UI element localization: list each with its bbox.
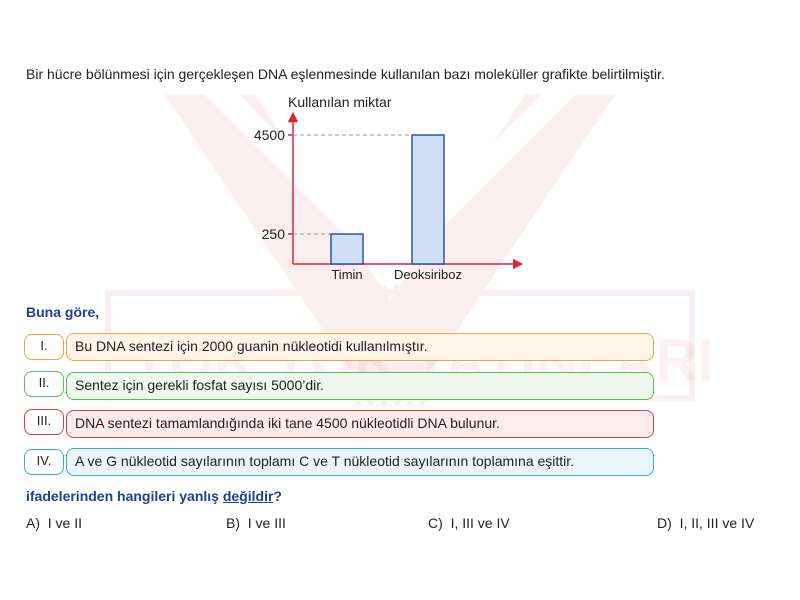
ask-suffix: ? (273, 488, 282, 504)
x-tick-label: Deoksiriboz (394, 267, 462, 282)
statement-number: II. (24, 371, 64, 397)
option-text: I ve III (247, 515, 286, 531)
y-tick-label: 4500 (254, 127, 285, 143)
x-tick-label: Timin (331, 267, 362, 282)
option-letter: B) (226, 515, 240, 531)
statement-number: I. (24, 334, 64, 360)
option-text: I, III ve IV (450, 515, 510, 531)
option-letter: D) (657, 515, 672, 531)
option-d[interactable]: D) I, II, III ve IV (657, 515, 754, 531)
bar-timin (330, 233, 364, 265)
ask-underlined: değildir (222, 488, 274, 504)
y-axis-label: Kullanılan miktar (288, 94, 392, 110)
bar-chart: Kullanılan miktar 250 Timin 4500 Deoksiribo… (254, 94, 524, 282)
option-text: I ve II (47, 515, 83, 531)
lead-text: Buna göre, (26, 304, 100, 320)
bar-deoksiriboz (411, 134, 445, 265)
statement-number: IV. (24, 449, 64, 475)
option-letter: C) (428, 515, 443, 531)
statement-text: A ve G nükleotid sayılarının toplamı C v… (66, 448, 654, 476)
option-c[interactable]: C) I, III ve IV (428, 515, 510, 531)
option-text: I, II, III ve IV (679, 515, 755, 531)
statement-text: Bu DNA sentezi için 2000 guanin nükleoti… (66, 333, 654, 361)
statement-number: III. (24, 409, 64, 435)
ask-prefix: ifadelerinden hangileri yanlış (26, 488, 223, 504)
y-tick-label: 250 (262, 226, 286, 242)
statement-text: DNA sentezi tamamlandığında iki tane 450… (66, 410, 654, 438)
option-letter: A) (26, 515, 40, 531)
question-stem: Bir hücre bölünmesi için gerçekleşen DNA… (26, 66, 665, 82)
option-b[interactable]: B) I ve III (226, 515, 286, 531)
statement-text: Sentez için gerekli fosfat sayısı 5000’d… (66, 372, 654, 400)
question-ask: ifadelerinden hangileri yanlış değildir? (26, 488, 282, 504)
option-a[interactable]: A) I ve II (26, 515, 82, 531)
